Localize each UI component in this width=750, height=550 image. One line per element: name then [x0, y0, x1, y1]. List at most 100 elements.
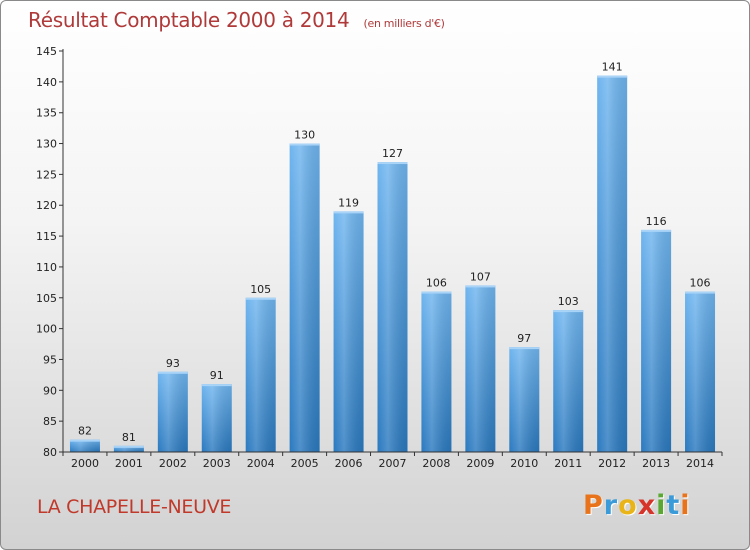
bar-top-highlight: [641, 229, 672, 232]
y-tick-label: 135: [36, 107, 57, 120]
bar-2007: 127: [377, 147, 408, 453]
bar-2011: 103: [553, 295, 584, 452]
x-axis: 2000 2001 2002 2003 2004 2005 2006 2007 2008 2009…: [62, 451, 723, 470]
data-label: 116: [646, 215, 667, 228]
x-tick-label: 2008: [422, 457, 450, 470]
bar-shine: [201, 384, 232, 452]
y-tick-label: 115: [36, 230, 57, 243]
bar-top-highlight: [685, 291, 716, 294]
data-label: 106: [426, 277, 447, 290]
bar-top-highlight: [333, 211, 364, 214]
bars: 82 81 93 91 105 130 119 127 106 107 97 103 141 116 106: [69, 61, 716, 453]
bar-shine: [377, 162, 408, 453]
y-tick-label: 130: [36, 138, 57, 151]
bar-shine: [69, 439, 100, 452]
bar-2003: 91: [201, 369, 232, 452]
bar-top-highlight: [421, 291, 452, 294]
bar-top-highlight: [597, 75, 628, 78]
bar-shine: [685, 291, 716, 452]
bar-2009: 107: [465, 270, 496, 452]
logo-letter: P: [583, 490, 604, 521]
bar-shine: [553, 310, 584, 452]
data-label: 97: [517, 332, 531, 345]
chart-title-text: Résultat Comptable 2000 à 2014: [28, 8, 350, 32]
bar-top-highlight: [69, 439, 100, 442]
bar-shine: [333, 211, 364, 452]
bar-shine: [245, 297, 276, 452]
y-tick-label: 145: [36, 45, 57, 58]
bar-top-highlight: [465, 285, 496, 288]
logo-letter: t: [666, 490, 681, 521]
bar-2006: 119: [333, 196, 364, 452]
data-label: 106: [690, 277, 711, 290]
commune-name: LA CHAPELLE-NEUVE: [37, 496, 232, 518]
bar-2014: 106: [685, 277, 716, 452]
bar-2008: 106: [421, 277, 452, 452]
bar-2005: 130: [289, 129, 320, 453]
bar-2010: 97: [509, 332, 540, 452]
data-label: 81: [122, 431, 136, 444]
logo-letter: r: [603, 490, 619, 521]
data-label: 141: [602, 61, 623, 74]
bar-shine: [289, 143, 320, 453]
data-label: 107: [470, 270, 491, 283]
bar-2012: 141: [597, 61, 628, 452]
x-tick-label: 2009: [466, 457, 494, 470]
bar-top-highlight: [245, 297, 276, 300]
data-label: 93: [166, 357, 180, 370]
x-tick-label: 2003: [203, 457, 231, 470]
bar-top-highlight: [553, 310, 584, 313]
y-tick-label: 120: [36, 199, 57, 212]
bar-shine: [641, 229, 672, 452]
chart-subtitle: (en milliers d'€): [363, 17, 445, 30]
x-tick-label: 2011: [554, 457, 582, 470]
y-tick-label: 125: [36, 168, 57, 181]
x-tick-label: 2012: [598, 457, 626, 470]
data-label: 119: [338, 196, 359, 209]
logo-letter: o: [618, 490, 638, 521]
data-label: 103: [558, 295, 579, 308]
x-tick-label: 2007: [379, 457, 407, 470]
y-axis: 80 85 90 95 100 105 110 115 120 125 130 135 140 145: [36, 45, 64, 459]
bar-shine: [157, 371, 188, 452]
data-label: 82: [78, 425, 92, 438]
data-label: 105: [250, 283, 271, 296]
x-tick-label: 2013: [642, 457, 670, 470]
chart-title: Résultat Comptable 2000 à 2014 (en milli…: [28, 8, 445, 32]
bar-2004: 105: [245, 283, 276, 452]
proxiti-logo: Proxiti: [583, 490, 691, 521]
x-tick-label: 2006: [335, 457, 363, 470]
logo-letter: i: [656, 490, 667, 521]
bar-shine: [113, 445, 144, 452]
bar-top-highlight: [157, 371, 188, 374]
data-label: 127: [382, 147, 403, 160]
bar-top-highlight: [201, 384, 232, 387]
bar-top-highlight: [509, 347, 540, 350]
x-tick-label: 2002: [159, 457, 187, 470]
x-tick-label: 2001: [115, 457, 143, 470]
bar-2002: 93: [157, 357, 188, 452]
x-tick-label: 2014: [686, 457, 714, 470]
bar-2000: 82: [69, 425, 100, 452]
bar-2013: 116: [641, 215, 672, 452]
data-label: 91: [210, 369, 224, 382]
x-tick-label: 2010: [510, 457, 538, 470]
y-tick-label: 100: [36, 323, 57, 336]
bar-2001: 81: [113, 431, 144, 452]
y-tick-label: 110: [36, 261, 57, 274]
y-tick-label: 140: [36, 76, 57, 89]
y-tick-label: 95: [43, 353, 57, 366]
logo-letter: i: [680, 490, 691, 521]
bar-top-highlight: [377, 162, 408, 165]
bar-top-highlight: [289, 143, 320, 146]
data-label: 130: [294, 129, 315, 142]
y-tick-label: 105: [36, 292, 57, 305]
x-tick-label: 2005: [291, 457, 319, 470]
y-tick-label: 80: [43, 446, 57, 459]
bar-shine: [465, 285, 496, 452]
y-tick-label: 90: [43, 384, 57, 397]
x-tick-label: 2000: [71, 457, 99, 470]
bar-shine: [509, 347, 540, 452]
